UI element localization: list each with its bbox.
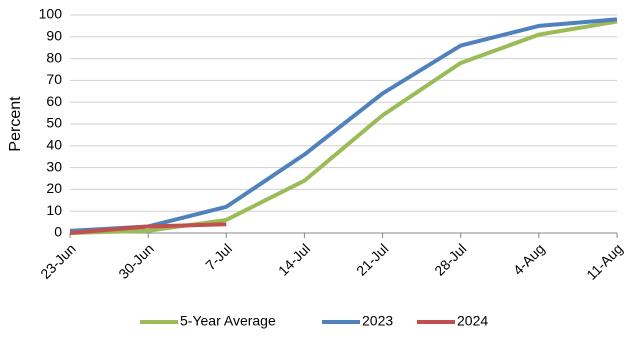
y-tick-label: 60: [46, 93, 62, 109]
y-axis-label: Percent: [7, 96, 24, 152]
x-tick-label: 23-Jun: [37, 240, 79, 282]
y-tick-label: 100: [39, 6, 63, 22]
legend-label: 2023: [362, 313, 393, 329]
y-tick-label: 90: [46, 28, 62, 44]
y-tick-label: 50: [46, 115, 62, 131]
x-tick-label: 7-Jul: [202, 240, 235, 273]
x-tick-label: 21-Jul: [353, 240, 391, 278]
y-tick-label: 30: [46, 158, 62, 174]
legend-label: 2024: [457, 313, 488, 329]
x-tick-label: 4-Aug: [510, 240, 548, 278]
y-tick-label: 0: [54, 224, 62, 240]
y-tick-label: 80: [46, 49, 62, 65]
legend-label: 5-Year Average: [180, 313, 276, 329]
series-line: [69, 222, 227, 235]
y-tick-label: 20: [46, 180, 62, 196]
x-tick-label: 14-Jul: [275, 240, 313, 278]
y-tick-label: 10: [46, 202, 62, 218]
y-tick-label: 70: [46, 71, 62, 87]
x-tick-label: 28-Jul: [431, 240, 469, 278]
y-tick-label: 40: [46, 137, 62, 153]
x-tick-label: 11-Aug: [583, 240, 626, 283]
series-line: [69, 17, 618, 233]
x-tick-label: 30-Jun: [115, 240, 157, 282]
series-line: [69, 19, 618, 235]
